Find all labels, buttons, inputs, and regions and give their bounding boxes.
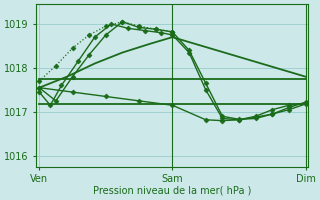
X-axis label: Pression niveau de la mer( hPa ): Pression niveau de la mer( hPa ) (93, 186, 252, 196)
